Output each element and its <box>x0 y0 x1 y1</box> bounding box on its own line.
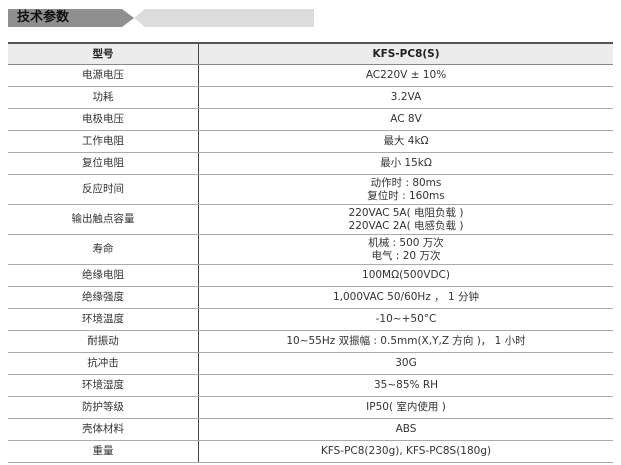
spec-key: 耐振动 <box>8 330 199 353</box>
spec-key: 重量 <box>8 440 199 463</box>
spec-key: 寿命 <box>8 234 199 265</box>
table-row: 输出触点容量 220VAC 5A( 电阻负载 ) 220VAC 2A( 电感负载 ) <box>8 204 613 235</box>
spec-value-line: 100MΩ(500VDC) <box>362 269 450 281</box>
spec-key: 环境湿度 <box>8 374 199 397</box>
spec-value-line: 最小 15kΩ <box>380 157 432 169</box>
spec-value: KFS-PC8(230g), KFS-PC8S(180g) <box>198 440 613 463</box>
spec-value-line: 10~55Hz 双振幅 : 0.5mm(X,Y,Z 方向 )， 1 小时 <box>286 335 526 347</box>
spec-key: 工作电阻 <box>8 130 199 153</box>
spec-value: 220VAC 5A( 电阻负载 ) 220VAC 2A( 电感负载 ) <box>198 204 613 235</box>
spec-value-line: 220VAC 5A( 电阻负载 ) <box>348 206 464 219</box>
spec-value-line: 复位时 : 160ms <box>367 189 445 202</box>
section-title-bar: 技术参数 <box>8 9 314 27</box>
spec-value: 1,000VAC 50/60Hz ， 1 分钟 <box>198 286 613 309</box>
spec-value: 最大 4kΩ <box>198 130 613 153</box>
table-row: 环境温度 -10~+50°C <box>8 308 613 331</box>
table-row: 环境湿度 35~85% RH <box>8 374 613 397</box>
table-row: 绝缘电阻 100MΩ(500VDC) <box>8 264 613 287</box>
spec-value: 动作时 : 80ms 复位时 : 160ms <box>198 174 613 205</box>
table-row: 工作电阻 最大 4kΩ <box>8 130 613 153</box>
spec-value: 最小 15kΩ <box>198 152 613 175</box>
spec-value: -10~+50°C <box>198 308 613 331</box>
spec-value: 35~85% RH <box>198 374 613 397</box>
spec-value-line: IP50( 室内使用 ) <box>366 401 446 413</box>
spec-value: 3.2VA <box>198 86 613 109</box>
spec-value: 30G <box>198 352 613 375</box>
header-key: 型号 <box>8 43 199 65</box>
spec-value: AC220V ± 10% <box>198 64 613 87</box>
table-row: 壳体材料 ABS <box>8 418 613 441</box>
table-row: 复位电阻 最小 15kΩ <box>8 152 613 175</box>
spec-value-line: 3.2VA <box>390 91 422 103</box>
spec-key: 电源电压 <box>8 64 199 87</box>
spec-key: 绝缘强度 <box>8 286 199 309</box>
spec-value: IP50( 室内使用 ) <box>198 396 613 419</box>
table-row: 防护等级 IP50( 室内使用 ) <box>8 396 613 419</box>
spec-value: ABS <box>198 418 613 441</box>
spec-key: 反应时间 <box>8 174 199 205</box>
spec-value-line: KFS-PC8(230g), KFS-PC8S(180g) <box>320 445 492 457</box>
spec-key: 绝缘电阻 <box>8 264 199 287</box>
table-header-row: 型号 KFS-PC8(S) <box>8 43 613 65</box>
spec-value-line: 最大 4kΩ <box>383 135 429 147</box>
spec-table: 型号 KFS-PC8(S) 电源电压 AC220V ± 10% 功耗 3.2VA 电极电… <box>8 42 613 463</box>
spec-value: AC 8V <box>198 108 613 131</box>
table-row: 功耗 3.2VA <box>8 86 613 109</box>
spec-value-line: 电气 : 20 万次 <box>371 249 441 262</box>
table-row: 重量 KFS-PC8(230g), KFS-PC8S(180g) <box>8 440 613 463</box>
header-value: KFS-PC8(S) <box>198 43 613 65</box>
table-row: 绝缘强度 1,000VAC 50/60Hz ， 1 分钟 <box>8 286 613 309</box>
table-row: 寿命 机械 : 500 万次 电气 : 20 万次 <box>8 234 613 265</box>
spec-value-line: 35~85% RH <box>373 379 439 391</box>
spec-key: 抗冲击 <box>8 352 199 375</box>
spec-key: 输出触点容量 <box>8 204 199 235</box>
section-title: 技术参数 <box>17 10 70 25</box>
spec-value: 机械 : 500 万次 电气 : 20 万次 <box>198 234 613 265</box>
table-row: 反应时间 动作时 : 80ms 复位时 : 160ms <box>8 174 613 205</box>
spec-value-line: AC220V ± 10% <box>365 69 447 81</box>
spec-value-line: -10~+50°C <box>375 313 437 325</box>
spec-value-line: AC 8V <box>390 113 422 125</box>
spec-key: 电极电压 <box>8 108 199 131</box>
spec-value-line: 220VAC 2A( 电感负载 ) <box>348 219 464 232</box>
spec-key: 复位电阻 <box>8 152 199 175</box>
spec-value-line: 动作时 : 80ms <box>370 176 442 189</box>
spec-key: 环境温度 <box>8 308 199 331</box>
spec-key: 功耗 <box>8 86 199 109</box>
table-row: 电极电压 AC 8V <box>8 108 613 131</box>
table-row: 抗冲击 30G <box>8 352 613 375</box>
spec-value-line: ABS <box>395 423 417 435</box>
table-row: 电源电压 AC220V ± 10% <box>8 64 613 87</box>
spec-key: 壳体材料 <box>8 418 199 441</box>
spec-value: 100MΩ(500VDC) <box>198 264 613 287</box>
title-banner-shape <box>8 9 314 27</box>
spec-value-line: 机械 : 500 万次 <box>368 236 444 249</box>
table-row: 耐振动 10~55Hz 双振幅 : 0.5mm(X,Y,Z 方向 )， 1 小时 <box>8 330 613 353</box>
spec-value-line: 1,000VAC 50/60Hz ， 1 分钟 <box>332 291 480 303</box>
spec-key: 防护等级 <box>8 396 199 419</box>
spec-value: 10~55Hz 双振幅 : 0.5mm(X,Y,Z 方向 )， 1 小时 <box>198 330 613 353</box>
spec-value-line: 30G <box>395 357 417 369</box>
